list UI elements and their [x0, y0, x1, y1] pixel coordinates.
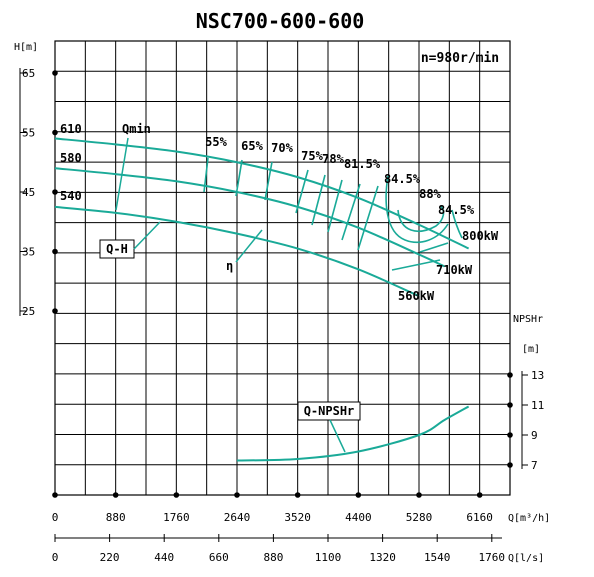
x-flow-ls-tick-label: 440: [154, 551, 174, 564]
y-head-tick-label: 45: [22, 186, 35, 199]
y-npsh-tick-label: 9: [531, 429, 538, 442]
efficiency-leader-line: [235, 229, 263, 263]
q-npshr-leader-line: [329, 419, 346, 453]
iso-efficiency-line: [341, 183, 361, 241]
head-curve-610: [54, 137, 470, 250]
power-label: 800kW: [462, 229, 499, 243]
impeller-diameter-label: 580: [60, 151, 82, 165]
impeller-diameter-label: 610: [60, 122, 82, 136]
x-flow-m3h-grid-dot: [173, 492, 180, 498]
x-flow-m3h-grid-dot: [294, 492, 301, 498]
iso-efficiency-line: [235, 159, 243, 197]
x-flow-ls-tick-label: 1100: [315, 551, 342, 564]
y-head-grid-dot: [52, 248, 58, 255]
y-npsh-axis-label: NPSHr: [513, 314, 543, 325]
efficiency-label: 81.5%: [344, 157, 381, 171]
power-label: 560kW: [398, 289, 435, 303]
npshr-curve: [236, 405, 470, 462]
y-head-tick-label: 55: [22, 127, 35, 140]
y-npsh-grid-dot: [507, 462, 513, 468]
x-flow-m3h-tick-label: 0: [52, 511, 59, 524]
x-flow-ls-tick-label: 220: [100, 551, 120, 564]
efficiency-label: 88%: [419, 187, 441, 201]
y-head-axis-label: H[m]: [14, 42, 38, 53]
efficiency-label: 84.5%: [438, 203, 475, 217]
efficiency-label: 70%: [271, 141, 293, 155]
head-curve-580: [54, 167, 445, 268]
x-flow-m3h-grid-dot: [476, 492, 483, 498]
plot-frame: [54, 40, 511, 496]
y-head-grid-dot: [52, 129, 58, 136]
x-flow-ls-tick-label: 1760: [479, 551, 506, 564]
iso-efficiency-line: [357, 185, 379, 251]
x-flow-ls-tick-label: 0: [52, 551, 59, 564]
y-npsh-axis-unit: [m]: [522, 344, 540, 355]
y-head-grid-dot: [52, 308, 58, 314]
y-npsh-grid-dot: [507, 372, 513, 378]
y-head-grid-dot: [52, 189, 58, 195]
x-flow-m3h-tick-label: 1760: [163, 511, 190, 524]
head-curve-540: [54, 205, 420, 298]
power-curve-710: [419, 242, 449, 253]
power-label: 710kW: [436, 263, 473, 277]
iso-efficiency-line: [295, 169, 309, 214]
iso-efficiency-line: [327, 179, 343, 233]
y-npsh-tick-label: 7: [531, 459, 538, 472]
x-flow-m3h-grid-dot: [52, 492, 58, 498]
x-flow-m3h-tick-label: 2640: [224, 511, 251, 524]
x-flow-m3h-grid-dot: [234, 492, 240, 498]
y-npsh-tick-label: 11: [531, 399, 544, 412]
qmin-label: Qmin: [122, 122, 151, 136]
efficiency-symbol: η: [226, 259, 233, 273]
power-curve-800: [451, 209, 463, 239]
x-flow-ls-tick-label: 1540: [424, 551, 451, 564]
x-flow-ls-tick-label: 880: [263, 551, 283, 564]
efficiency-label: 55%: [205, 135, 227, 149]
q-npshr-label: Q-NPSHr: [304, 404, 355, 418]
x-flow-m3h-axis-label: Q[m³/h]: [508, 513, 550, 524]
x-flow-m3h-grid-dot: [355, 492, 362, 498]
power-curve-560: [391, 259, 441, 271]
x-flow-m3h-tick-label: 3520: [284, 511, 311, 524]
iso-efficiency-88-contour: [397, 205, 445, 232]
x-flow-m3h-grid-dot: [112, 492, 119, 498]
y-head-grid-dot: [52, 70, 58, 76]
x-flow-ls-axis-label: Q[l/s]: [508, 553, 544, 564]
iso-efficiency-line: [203, 157, 209, 193]
x-flow-ls-tick-label: 660: [209, 551, 229, 564]
x-flow-m3h-tick-label: 6160: [466, 511, 493, 524]
q-npshr-label-box: [297, 401, 361, 421]
x-flow-ls-tick-label: 1320: [369, 551, 396, 564]
y-head-tick-label: 25: [22, 305, 35, 318]
iso-efficiency-line: [264, 161, 273, 201]
y-npsh-grid-dot: [507, 432, 513, 438]
x-flow-m3h-tick-label: 880: [106, 511, 126, 524]
y-npsh-grid-dot: [507, 402, 513, 408]
y-head-tick-label: 35: [22, 246, 35, 259]
iso-efficiency-line: [311, 174, 326, 226]
efficiency-label: 84.5%: [384, 172, 421, 186]
q-h-leader-line: [133, 221, 161, 250]
efficiency-label: 75%: [301, 149, 323, 163]
impeller-diameter-label: 540: [60, 189, 82, 203]
qmin-leader-line: [115, 137, 129, 211]
iso-efficiency-84-5-contour: [385, 175, 449, 244]
y-head-tick-label: 65: [22, 67, 35, 80]
speed-label: n=980r/min: [421, 51, 499, 66]
efficiency-label: 78%: [322, 152, 344, 166]
chart-title: NSC700-600-600: [196, 9, 365, 33]
x-flow-m3h-tick-label: 4400: [345, 511, 372, 524]
efficiency-label: 65%: [241, 139, 263, 153]
y-npsh-tick-label: 13: [531, 369, 544, 382]
x-flow-m3h-grid-dot: [416, 492, 422, 498]
x-flow-m3h-tick-label: 5280: [406, 511, 433, 524]
q-h-label: Q-H: [106, 242, 128, 256]
